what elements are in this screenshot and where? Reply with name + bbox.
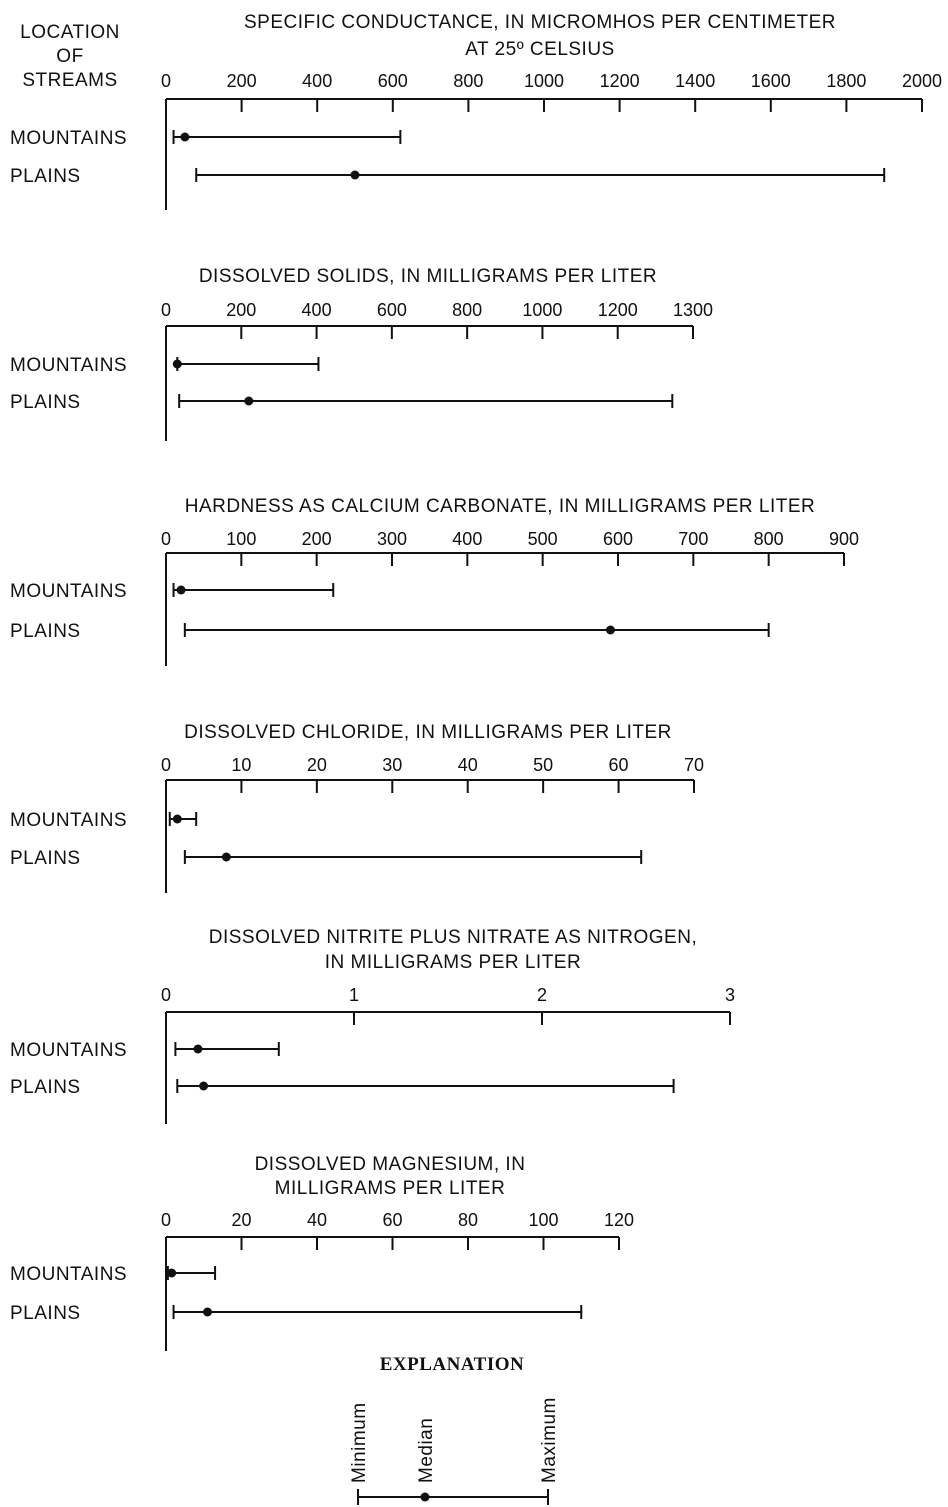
mountains-median-dot: [180, 132, 190, 142]
plains-median-dot: [203, 1307, 213, 1317]
row-label-mountains: MOUNTAINS: [10, 581, 127, 602]
row-label-plains: PLAINS: [10, 848, 81, 869]
row-label-mountains: MOUNTAINS: [10, 1264, 127, 1285]
legend-maximum-label: Maximum: [539, 1397, 560, 1483]
x-tick-label: 1000: [522, 300, 562, 320]
x-tick-label: 0: [161, 71, 171, 91]
x-tick-label: 200: [226, 300, 256, 320]
chart-title-line: DISSOLVED MAGNESIUM, IN: [255, 1154, 526, 1175]
x-tick-label: 700: [678, 529, 708, 549]
plains-median-dot: [199, 1081, 209, 1091]
chart-panel-2: DISSOLVED SOLIDS, IN MILLIGRAMS PER LITE…: [10, 266, 713, 441]
x-tick-label: 100: [528, 1210, 558, 1230]
row-label-plains: PLAINS: [10, 1303, 81, 1324]
chart-title-line: AT 25º CELSIUS: [465, 39, 614, 60]
x-tick-label: 800: [452, 300, 482, 320]
x-tick-label: 800: [754, 529, 784, 549]
x-tick-label: 200: [302, 529, 332, 549]
legend-median-dot: [420, 1492, 430, 1502]
x-tick-label: 400: [302, 300, 332, 320]
x-tick-label: 600: [377, 300, 407, 320]
x-tick-label: 1200: [600, 71, 640, 91]
x-tick-label: 60: [382, 1210, 402, 1230]
x-tick-label: 70: [684, 755, 704, 775]
x-tick-label: 10: [231, 755, 251, 775]
x-tick-label: 0: [161, 755, 171, 775]
chart-panel-3: HARDNESS AS CALCIUM CARBONATE, IN MILLIG…: [10, 496, 859, 666]
row-label-plains: PLAINS: [10, 392, 81, 413]
x-tick-label: 1600: [751, 71, 791, 91]
chart-title-line: IN MILLIGRAMS PER LITER: [325, 952, 581, 973]
x-tick-label: 200: [227, 71, 257, 91]
mountains-median-dot: [193, 1044, 203, 1054]
x-tick-label: 400: [302, 71, 332, 91]
x-tick-label: 400: [452, 529, 482, 549]
x-tick-label: 1300: [673, 300, 713, 320]
mountains-median-dot: [172, 814, 182, 824]
chart-panel-6: DISSOLVED MAGNESIUM, IN MILLIGRAMS PER LI…: [10, 1154, 634, 1351]
x-tick-label: 40: [458, 755, 478, 775]
x-tick-label: 2: [537, 985, 547, 1005]
row-label-plains: PLAINS: [10, 1077, 81, 1098]
x-tick-label: 80: [458, 1210, 478, 1230]
x-tick-label: 500: [528, 529, 558, 549]
x-tick-label: 0: [161, 529, 171, 549]
x-tick-label: 1200: [598, 300, 638, 320]
x-tick-label: 20: [231, 1210, 251, 1230]
x-tick-label: 1: [349, 985, 359, 1005]
explanation-legend: EXPLANATION Minimum Median Maximum: [349, 1354, 560, 1505]
chart-title-line: MILLIGRAMS PER LITER: [275, 1178, 506, 1199]
x-tick-label: 0: [161, 1210, 171, 1230]
row-label-mountains: MOUNTAINS: [10, 1040, 127, 1061]
x-tick-label: 1000: [524, 71, 564, 91]
x-tick-label: 1800: [826, 71, 866, 91]
chart-title-line: DISSOLVED CHLORIDE, IN MILLIGRAMS PER LI…: [184, 722, 672, 743]
explanation-title: EXPLANATION: [380, 1354, 525, 1375]
x-tick-label: 1400: [675, 71, 715, 91]
x-tick-label: 600: [603, 529, 633, 549]
x-tick-label: 100: [226, 529, 256, 549]
chart-panel-1: SPECIFIC CONDUCTANCE, IN MICROMHOS PER C…: [10, 12, 942, 210]
plains-median-dot: [244, 396, 254, 406]
location-header: LOCATION OF STREAMS: [20, 22, 120, 91]
x-tick-label: 60: [609, 755, 629, 775]
row-label-mountains: MOUNTAINS: [10, 355, 127, 376]
location-header-line-2: OF: [56, 46, 83, 67]
legend-median-label: Median: [416, 1418, 437, 1483]
mountains-median-dot: [167, 1268, 177, 1278]
x-tick-label: 120: [604, 1210, 634, 1230]
location-header-line-1: LOCATION: [20, 22, 120, 43]
x-tick-label: 20: [307, 755, 327, 775]
x-tick-label: 900: [829, 529, 859, 549]
x-tick-label: 0: [161, 985, 171, 1005]
row-label-mountains: MOUNTAINS: [10, 128, 127, 149]
chart-panel-4: DISSOLVED CHLORIDE, IN MILLIGRAMS PER LI…: [10, 722, 704, 893]
legend-minimum-label: Minimum: [349, 1402, 370, 1483]
mountains-median-dot: [176, 585, 186, 595]
x-tick-label: 40: [307, 1210, 327, 1230]
x-tick-label: 600: [378, 71, 408, 91]
row-label-plains: PLAINS: [10, 621, 81, 642]
x-tick-label: 3: [725, 985, 735, 1005]
chart-title-line: HARDNESS AS CALCIUM CARBONATE, IN MILLIG…: [185, 496, 816, 517]
plains-median-dot: [605, 625, 615, 635]
chart-title-line: DISSOLVED NITRITE PLUS NITRATE AS NITROG…: [209, 927, 697, 948]
x-tick-label: 800: [453, 71, 483, 91]
x-tick-label: 30: [382, 755, 402, 775]
plains-median-dot: [350, 170, 360, 180]
x-tick-label: 0: [161, 300, 171, 320]
x-tick-label: 50: [533, 755, 553, 775]
mountains-median-dot: [172, 359, 182, 369]
chart-title-line: SPECIFIC CONDUCTANCE, IN MICROMHOS PER C…: [244, 12, 836, 33]
plains-median-dot: [221, 852, 231, 862]
row-label-mountains: MOUNTAINS: [10, 810, 127, 831]
x-tick-label: 300: [377, 529, 407, 549]
chart-panels: SPECIFIC CONDUCTANCE, IN MICROMHOS PER C…: [10, 12, 942, 1351]
chart-title-line: DISSOLVED SOLIDS, IN MILLIGRAMS PER LITE…: [199, 266, 657, 287]
row-label-plains: PLAINS: [10, 166, 81, 187]
x-tick-label: 2000: [902, 71, 942, 91]
chart-panel-5: DISSOLVED NITRITE PLUS NITRATE AS NITROG…: [10, 927, 735, 1124]
location-header-line-3: STREAMS: [22, 70, 117, 91]
